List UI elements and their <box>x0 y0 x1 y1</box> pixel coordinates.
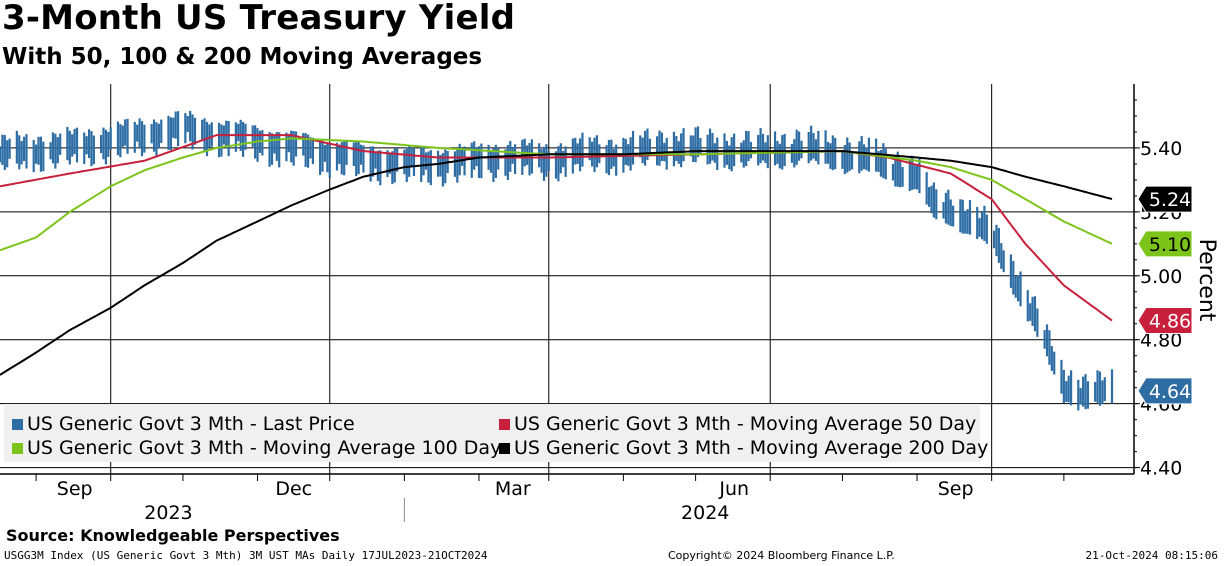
last-value-tag-ma50 <box>1137 307 1193 335</box>
last-value-tag-ma200 <box>1137 185 1193 213</box>
legend-item-ma100: US Generic Govt 3 Mth - Moving Average 1… <box>12 437 501 459</box>
legend-swatch-ma100 <box>12 442 23 454</box>
last-value-tag-ma100 <box>1137 230 1193 258</box>
y-tick-label: 4.40 <box>1140 458 1182 480</box>
legend-item-ma50: US Generic Govt 3 Mth - Moving Average 5… <box>499 413 976 435</box>
y-tick-label: 4.80 <box>1140 330 1182 352</box>
legend-swatch-ma50 <box>499 418 510 430</box>
copyright: Copyright© 2024 Bloomberg Finance L.P. <box>668 549 895 562</box>
series-line-ma200 <box>0 150 1113 376</box>
source-note: Source: Knowledgeable Perspectives <box>6 526 340 545</box>
last-value-label-price: 4.64 <box>1149 381 1191 403</box>
x-tick-label: Sep <box>938 478 974 500</box>
y-axis-label: Percent <box>1194 239 1219 322</box>
x-year-label: 2023 <box>144 502 192 524</box>
y-tick-label: 5.00 <box>1140 266 1182 288</box>
last-value-label-ma100: 5.10 <box>1149 234 1191 256</box>
legend-label-ma50: US Generic Govt 3 Mth - Moving Average 5… <box>514 413 977 435</box>
price-bars <box>0 110 1114 411</box>
ticker-info: USGG3M Index (US Generic Govt 3 Mth) 3M … <box>4 549 488 562</box>
x-tick-label: Mar <box>495 478 531 500</box>
legend-swatch-price <box>12 418 23 430</box>
legend-item-ma200: US Generic Govt 3 Mth - Moving Average 2… <box>499 437 988 459</box>
last-value-labels: 5.24 5.10 4.86 4.64 <box>1137 185 1193 405</box>
x-tick-label: Dec <box>275 478 312 500</box>
legend-item-price: US Generic Govt 3 Mth - Last Price <box>12 413 355 435</box>
series-line-ma50 <box>0 134 1113 322</box>
ma-lines <box>0 134 1113 376</box>
timestamp: 21-Oct-2024 08:15:06 <box>1085 549 1218 562</box>
legend-label-ma100: US Generic Govt 3 Mth - Moving Average 1… <box>27 437 502 459</box>
x-tick-label: Jun <box>718 478 749 500</box>
legend-label-ma200: US Generic Govt 3 Mth - Moving Average 2… <box>514 437 989 459</box>
chart-subtitle: With 50, 100 & 200 Moving Averages <box>2 44 483 70</box>
chart-title: 3-Month US Treasury Yield <box>2 0 516 38</box>
last-value-tag-price <box>1137 377 1193 405</box>
y-tick-label: 5.40 <box>1140 138 1182 160</box>
x-tick-label: Sep <box>57 478 93 500</box>
x-year-label: 2024 <box>681 502 729 524</box>
last-value-label-ma200: 5.24 <box>1149 189 1191 211</box>
legend-label-price: US Generic Govt 3 Mth - Last Price <box>27 413 355 435</box>
last-value-label-ma50: 4.86 <box>1149 311 1191 333</box>
legend: US Generic Govt 3 Mth - Last Price US Ge… <box>4 404 988 462</box>
legend-swatch-ma200 <box>499 442 510 454</box>
